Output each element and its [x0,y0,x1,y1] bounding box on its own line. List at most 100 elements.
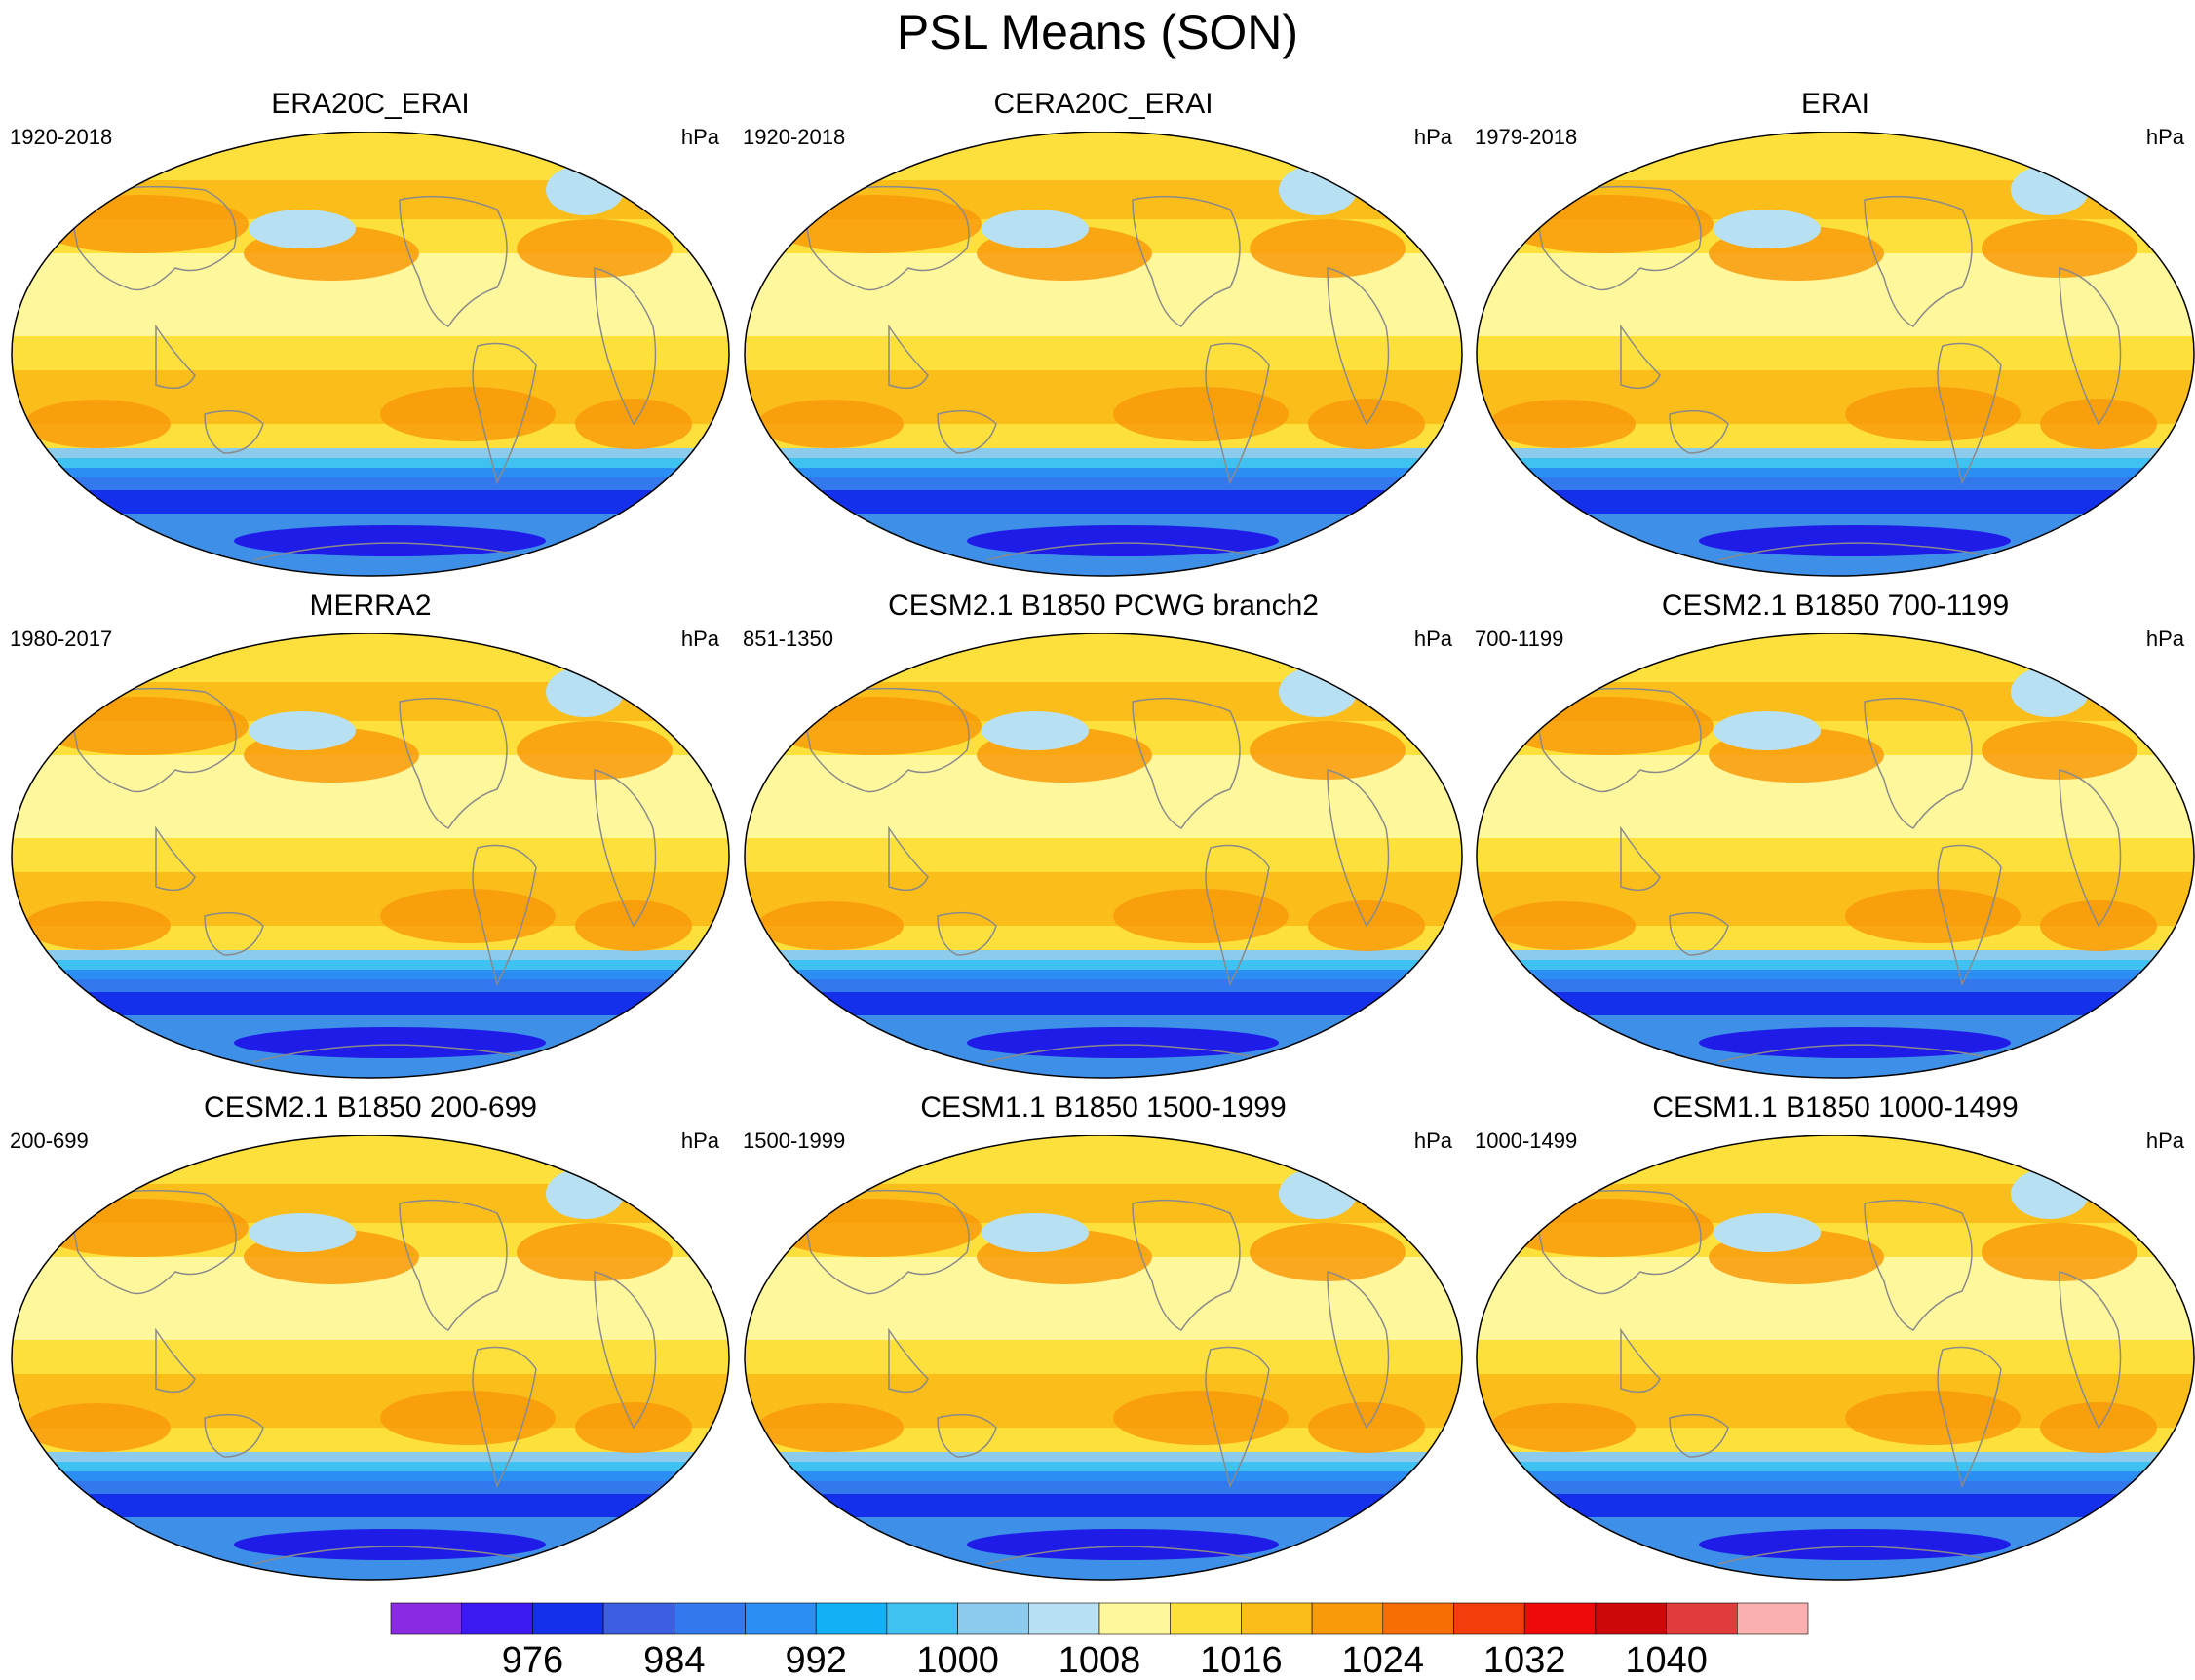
low-pressure-cell [982,711,1089,750]
coastline [1864,1199,1973,1331]
map-outline [11,132,730,577]
map-plot [11,1135,730,1581]
colorbar-swatch [1028,1602,1100,1635]
psl-band [12,1462,729,1471]
psl-band [745,1340,1462,1374]
map-plot [11,633,730,1079]
map-panel: CESM2.1 B1850 PCWG branch2 851-1350 hPa [743,590,1464,1079]
panel-units: hPa [2145,627,2184,651]
map-panel: CERA20C_ERAI 1920-2018 hPa [743,88,1464,577]
colorbar-label: 1032 [1483,1640,1566,1680]
panel-units: hPa [680,1128,719,1153]
coastline [937,409,997,454]
coastline [1620,1327,1661,1394]
colorbar-swatch [957,1602,1029,1635]
psl-band [12,468,729,477]
psl-band [1477,448,2194,458]
panel-title: ERAI [1800,88,1870,120]
coastline [800,687,970,793]
high-pressure-cell [24,1403,171,1452]
psl-band [745,979,1462,992]
high-pressure-cell [767,1199,982,1257]
psl-band [1477,132,2194,180]
panel-period: 700-1199 [1475,627,1564,651]
psl-band [745,633,1462,682]
colorbar-swatch [602,1602,675,1635]
psl-band [745,960,1462,970]
low-pressure-cell [249,1213,356,1252]
colorbar-label: 1024 [1342,1640,1425,1680]
coastline [1205,844,1270,987]
low-pressure-cell [982,1213,1089,1252]
map-plot [744,633,1463,1079]
high-pressure-cell [1845,1391,2021,1445]
coastline [1937,1346,2002,1489]
coastline [888,1327,929,1394]
psl-band [1477,838,2194,872]
high-pressure-cell [24,400,171,448]
psl-band [12,490,729,514]
high-pressure-cell [1845,889,2021,943]
high-pressure-cell [24,901,171,950]
low-pressure-cell [982,210,1089,248]
low-pressure-cell [1714,711,1821,750]
figure-title: PSL Means (SON) [896,5,1299,59]
colorbar-label: 984 [643,1640,705,1680]
coastline [1132,195,1241,327]
psl-band [12,1340,729,1374]
panel-title: CERA20C_ERAI [993,88,1213,120]
coastline [1669,409,1729,454]
high-pressure-cell [1250,1223,1406,1281]
psl-band [745,458,1462,468]
high-pressure-cell [380,387,556,441]
colorbar-swatch [461,1602,533,1635]
colorbar-swatch [532,1602,604,1635]
psl-band [745,950,1462,960]
panel-units: hPa [680,627,719,651]
high-pressure-cell [34,195,249,253]
map-plot [1476,1135,2195,1581]
panel-units: hPa [2145,125,2184,149]
psl-band [745,468,1462,477]
coastline [1937,342,2002,485]
psl-band [1477,477,2194,490]
high-pressure-cell [517,721,673,780]
psl-band [745,490,1462,514]
psl-band [1477,468,2194,477]
colorbar-swatch [1311,1602,1384,1635]
psl-band [1477,1462,2194,1471]
coastline [937,911,997,956]
colorbar-swatch [674,1602,746,1635]
coastline [1669,911,1729,956]
high-pressure-cell [517,1223,673,1281]
high-pressure-cell [1845,387,2021,441]
psl-band [12,1135,729,1184]
map-outline [744,1135,1463,1581]
high-pressure-cell [34,1199,249,1257]
coastline [67,1189,237,1295]
panel-units: hPa [1413,125,1452,149]
psl-band [745,132,1462,180]
panel-title: CESM2.1 B1850 PCWG branch2 [888,590,1319,622]
psl-band [12,458,729,468]
coastline [1327,267,1390,426]
panel-title: ERA20C_ERAI [271,88,470,120]
psl-band [1477,970,2194,979]
coastline [1620,825,1661,892]
map-outline [744,633,1463,1079]
colorbar-swatch [1737,1602,1809,1635]
coastline [2059,769,2122,928]
high-pressure-cell [380,1391,556,1445]
high-pressure-cell [1113,1391,1289,1445]
high-pressure-cell [1113,387,1289,441]
psl-band [1477,1340,2194,1374]
high-pressure-cell [1499,1199,1714,1257]
panel-title: CESM2.1 B1850 200-699 [204,1091,537,1124]
high-pressure-cell [1489,901,1636,950]
psl-band [1477,992,2194,1015]
colorbar-swatch [1523,1602,1597,1635]
low-pressure-cell [1714,210,1821,248]
psl-band [12,970,729,979]
coastline [155,324,196,390]
psl-band [1477,950,2194,960]
